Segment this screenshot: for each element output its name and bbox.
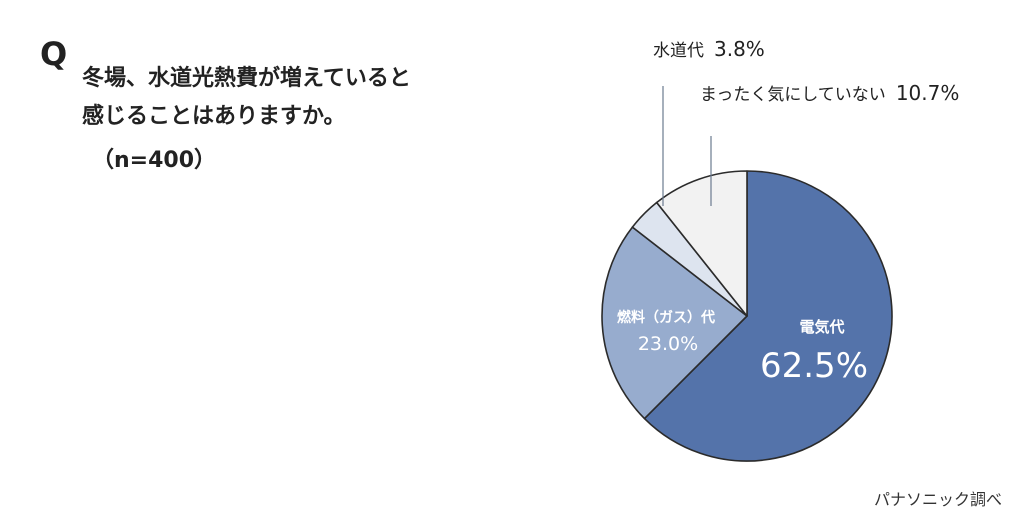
sample-size: （n=400） <box>92 148 217 173</box>
question-text: 冬場、水道光熱費が増えていると 感じることはありますか。 <box>82 60 411 136</box>
slice-label-not-care: まったく気にしていない 10.7% <box>700 80 959 105</box>
slice-value-gas: 23.0% <box>638 333 698 355</box>
source-credit: パナソニック調べ <box>873 490 1002 509</box>
slice-value-electricity: 62.5% <box>760 346 868 386</box>
pie-slice-not-care <box>655 170 748 317</box>
leader-lines <box>662 86 712 206</box>
question-mark: Q <box>40 35 68 73</box>
slice-label-gas: 燃料（ガス）代 <box>617 309 715 326</box>
slice-label-not-care-name: まったく気にしていない <box>700 85 886 105</box>
slice-value-not-care: 10.7% <box>895 81 960 105</box>
slice-value-water: 3.8% <box>714 37 765 61</box>
slice-label-water: 水道代 3.8% <box>653 36 765 61</box>
pie-slices <box>601 170 893 462</box>
question-line-1: 冬場、水道光熱費が増えていると <box>82 66 411 91</box>
pie-slice-gas <box>601 226 748 420</box>
slice-label-electricity: 電気代 <box>799 318 844 336</box>
question-line-2: 感じることはありますか。 <box>82 104 346 129</box>
pie-slice-electricity <box>643 170 893 462</box>
inner-labels: 電気代 62.5% 燃料（ガス）代 23.0% <box>617 309 868 386</box>
slice-label-water-name: 水道代 <box>653 41 704 61</box>
